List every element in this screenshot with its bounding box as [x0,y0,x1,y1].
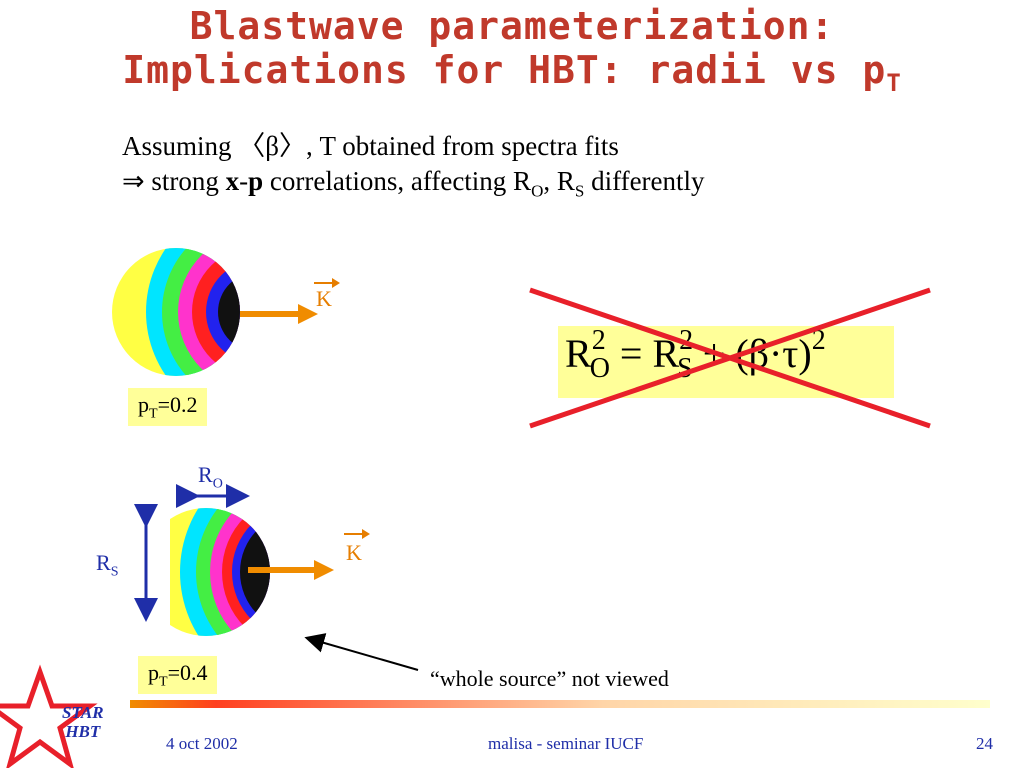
body-line-1: Assuming 〈β〉, T obtained from spectra fi… [122,131,619,161]
rs-label: RS [96,550,119,580]
pointer-arrow [304,633,419,671]
body-line-2: ⇒ strong x-p correlations, affecting RO,… [122,166,705,201]
source-image-pt02 [112,248,240,376]
k-label-bottom: K [346,540,362,565]
whole-source-caption: “whole source” not viewed [430,666,669,691]
star-hbt-logo-text: STAR HBT [62,703,104,741]
pt-label-bottom: pT=0.4 [138,656,218,695]
pt-label-top: pT=0.2 [128,388,208,427]
star-logo-icon [0,664,98,768]
footer-date: 4 oct 2002 [166,734,238,753]
footer-center: malisa - seminar IUCF [488,734,644,753]
footer-gradient-bar [130,700,990,708]
slide-title: Blastwave parameterization: Implications… [0,4,1024,105]
k-label-top: K [316,286,332,311]
k-vector-arrow-top-icon [314,278,340,288]
ro-label: RO [198,462,223,492]
k-vector-arrow-bottom-icon [344,529,370,539]
footer-page-number: 24 [976,734,993,753]
title-line-1: Blastwave parameterization: [189,4,835,48]
momentum-arrowhead-top [298,304,318,324]
title-line-2: Implications for HBT: radii vs pT [122,48,902,97]
formula: R2O = R2S + (β·τ)2 [565,325,826,384]
momentum-arrowhead-bottom [314,560,334,580]
